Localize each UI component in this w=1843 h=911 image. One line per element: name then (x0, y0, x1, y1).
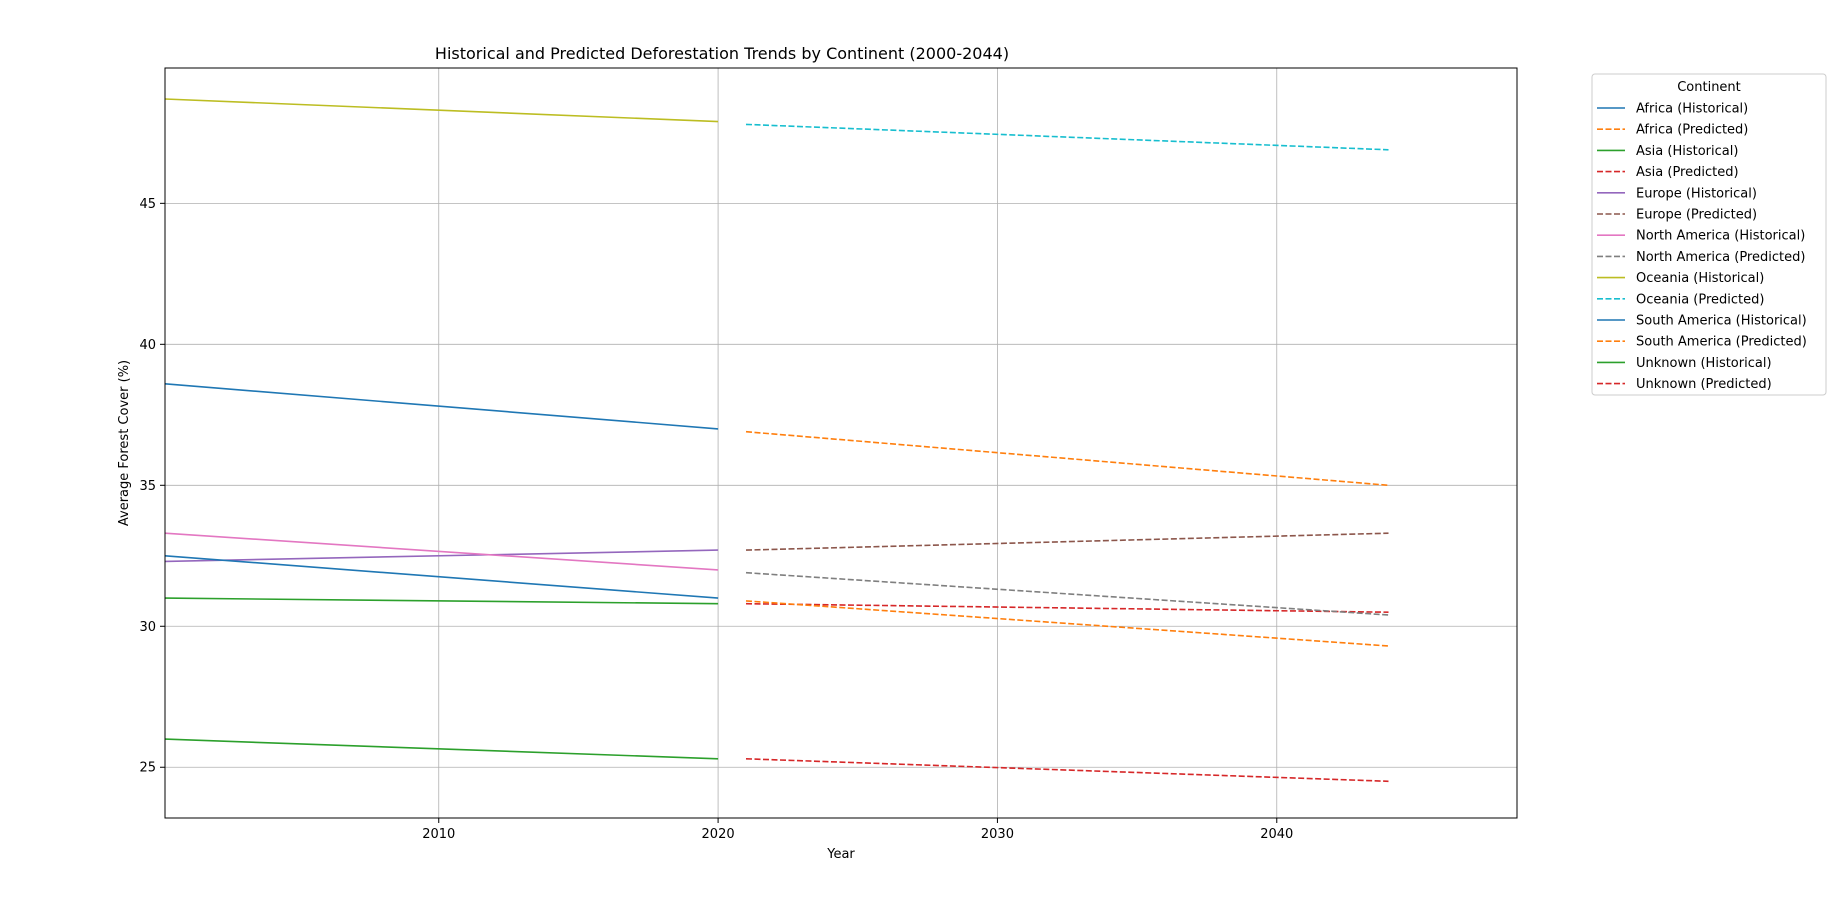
series-line-asia-predicted (745, 602, 1389, 613)
series-line-asia-historical (164, 597, 719, 605)
x-tick-label: 2030 (981, 827, 1014, 842)
series-line-south-america-predicted (745, 600, 1389, 647)
legend-entry: Europe (Historical) (1636, 186, 1757, 201)
chart-title: Historical and Predicted Deforestation T… (435, 44, 1009, 63)
axis-ticks: 2010 2020 2030 2040 25 30 35 40 45 (139, 197, 1293, 842)
series-line-europe-historical (164, 549, 719, 563)
legend-entry: North America (Historical) (1636, 229, 1805, 244)
legend-entry: South America (Historical) (1636, 314, 1807, 329)
series-line-south-america-historical (164, 555, 719, 599)
y-tick-label: 35 (139, 479, 156, 494)
legend-entry: Asia (Predicted) (1636, 165, 1739, 180)
legend-box (1591, 73, 1827, 396)
legend-title: Continent (1677, 80, 1741, 95)
x-tick-label: 2010 (422, 827, 455, 842)
legend-entry: Europe (Predicted) (1636, 208, 1757, 223)
series-line-oceania-historical (164, 98, 719, 123)
series-line-unknown-historical (164, 738, 719, 760)
series-line-north-america-predicted (745, 571, 1389, 616)
plot-frame (164, 67, 1518, 819)
legend-entry: Oceania (Predicted) (1636, 292, 1764, 307)
legend-entry: Oceania (Historical) (1636, 271, 1764, 286)
series-line-oceania-predicted (745, 123, 1389, 151)
legend-items: Africa (Historical) Africa (Predicted) Asi… (1597, 102, 1807, 392)
grid (165, 68, 1517, 818)
legend-entry: Asia (Historical) (1636, 144, 1738, 159)
series-line-africa-predicted (745, 430, 1389, 487)
y-tick-label: 40 (139, 338, 156, 353)
legend-entry: Africa (Historical) (1636, 102, 1748, 117)
legend: Continent Africa (Historical) Africa (Pre… (1591, 73, 1827, 396)
series-line-europe-predicted (745, 532, 1389, 551)
x-tick-label: 2020 (702, 827, 735, 842)
legend-entry: Africa (Predicted) (1636, 123, 1748, 138)
legend-entry: South America (Predicted) (1636, 335, 1807, 350)
series-line-africa-historical (164, 383, 719, 430)
y-axis-label: Average Forest Cover (%) (117, 360, 132, 526)
y-tick-label: 25 (139, 761, 156, 776)
series-line-north-america-historical (164, 532, 719, 571)
x-axis-label: Year (826, 847, 855, 862)
y-tick-label: 30 (139, 620, 156, 635)
y-tick-label: 45 (139, 197, 156, 212)
legend-entry: North America (Predicted) (1636, 250, 1805, 265)
series-lines (164, 98, 1389, 783)
x-tick-label: 2040 (1260, 827, 1293, 842)
legend-entry: Unknown (Predicted) (1636, 377, 1772, 392)
series-line-unknown-predicted (745, 758, 1389, 783)
legend-entry: Unknown (Historical) (1636, 356, 1772, 371)
